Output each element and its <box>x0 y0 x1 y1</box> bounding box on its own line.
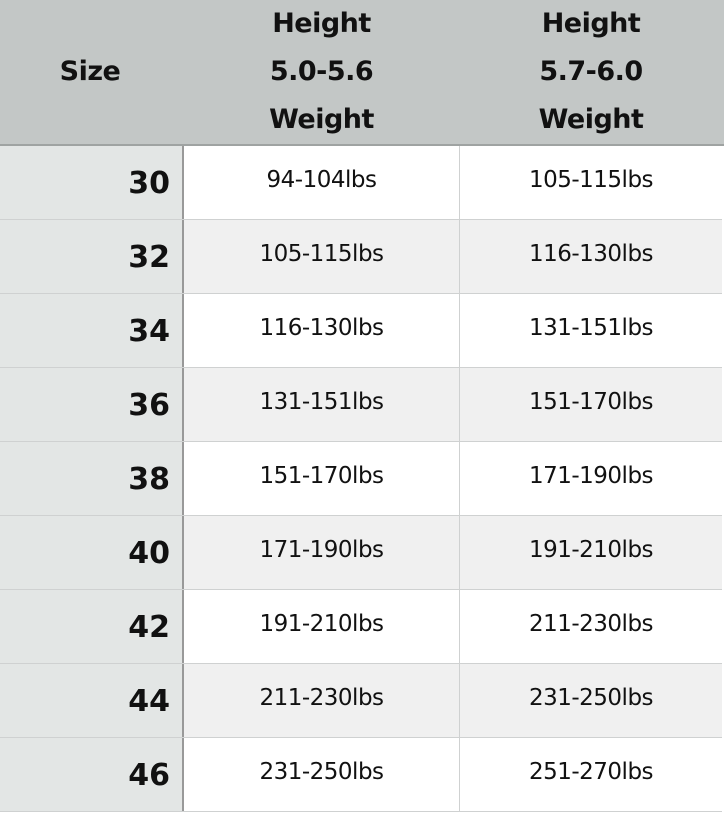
weight-cell-5.7-6.0: 116-130lbs <box>460 220 722 293</box>
table-row: 30 94-104lbs 105-115lbs <box>0 146 722 220</box>
weight-cell-5.7-6.0: 231-250lbs <box>460 664 722 737</box>
table-row: 36 131-151lbs 151-170lbs <box>0 368 722 442</box>
header-size: Size <box>30 0 150 144</box>
size-cell: 40 <box>0 516 184 589</box>
weight-cell-5.0-5.6: 131-151lbs <box>184 368 460 441</box>
size-cell: 36 <box>0 368 184 441</box>
size-cell: 30 <box>0 146 184 219</box>
table-row: 40 171-190lbs 191-210lbs <box>0 516 722 590</box>
weight-cell-5.7-6.0: 191-210lbs <box>460 516 722 589</box>
table-row: 38 151-170lbs 171-190lbs <box>0 442 722 516</box>
weight-cell-5.0-5.6: 94-104lbs <box>184 146 460 219</box>
weight-cell-5.0-5.6: 105-115lbs <box>184 220 460 293</box>
size-cell: 46 <box>0 738 184 811</box>
weight-cell-5.0-5.6: 231-250lbs <box>184 738 460 811</box>
header-height-5.7-6.0: Height 5.7-6.0 Weight <box>460 0 722 144</box>
header-line: Height <box>541 8 641 39</box>
weight-cell-5.7-6.0: 105-115lbs <box>460 146 722 219</box>
header-line: 5.0-5.6 <box>269 56 374 87</box>
size-cell: 42 <box>0 590 184 663</box>
weight-cell-5.7-6.0: 171-190lbs <box>460 442 722 515</box>
header-line: Weight <box>538 104 644 135</box>
table-header: Size Height 5.0-5.6 Weight Height 5.7-6.… <box>0 0 724 146</box>
table-row: 44 211-230lbs 231-250lbs <box>0 664 722 738</box>
header-height-5.0-5.6: Height 5.0-5.6 Weight <box>184 0 459 144</box>
size-cell: 34 <box>0 294 184 367</box>
weight-cell-5.7-6.0: 151-170lbs <box>460 368 722 441</box>
header-line: Height <box>272 8 371 39</box>
table-row: 42 191-210lbs 211-230lbs <box>0 590 722 664</box>
weight-cell-5.0-5.6: 191-210lbs <box>184 590 460 663</box>
header-line: Weight <box>269 104 374 135</box>
size-cell: 32 <box>0 220 184 293</box>
weight-cell-5.7-6.0: 211-230lbs <box>460 590 722 663</box>
table-row: 46 231-250lbs 251-270lbs <box>0 738 722 812</box>
weight-cell-5.0-5.6: 116-130lbs <box>184 294 460 367</box>
weight-cell-5.7-6.0: 251-270lbs <box>460 738 722 811</box>
weight-cell-5.0-5.6: 211-230lbs <box>184 664 460 737</box>
table-row: 34 116-130lbs 131-151lbs <box>0 294 722 368</box>
size-cell: 38 <box>0 442 184 515</box>
table-row: 32 105-115lbs 116-130lbs <box>0 220 722 294</box>
header-line: 5.7-6.0 <box>539 56 643 87</box>
weight-cell-5.0-5.6: 171-190lbs <box>184 516 460 589</box>
header-size-label: Size <box>59 56 121 87</box>
weight-cell-5.0-5.6: 151-170lbs <box>184 442 460 515</box>
weight-cell-5.7-6.0: 131-151lbs <box>460 294 722 367</box>
size-cell: 44 <box>0 664 184 737</box>
